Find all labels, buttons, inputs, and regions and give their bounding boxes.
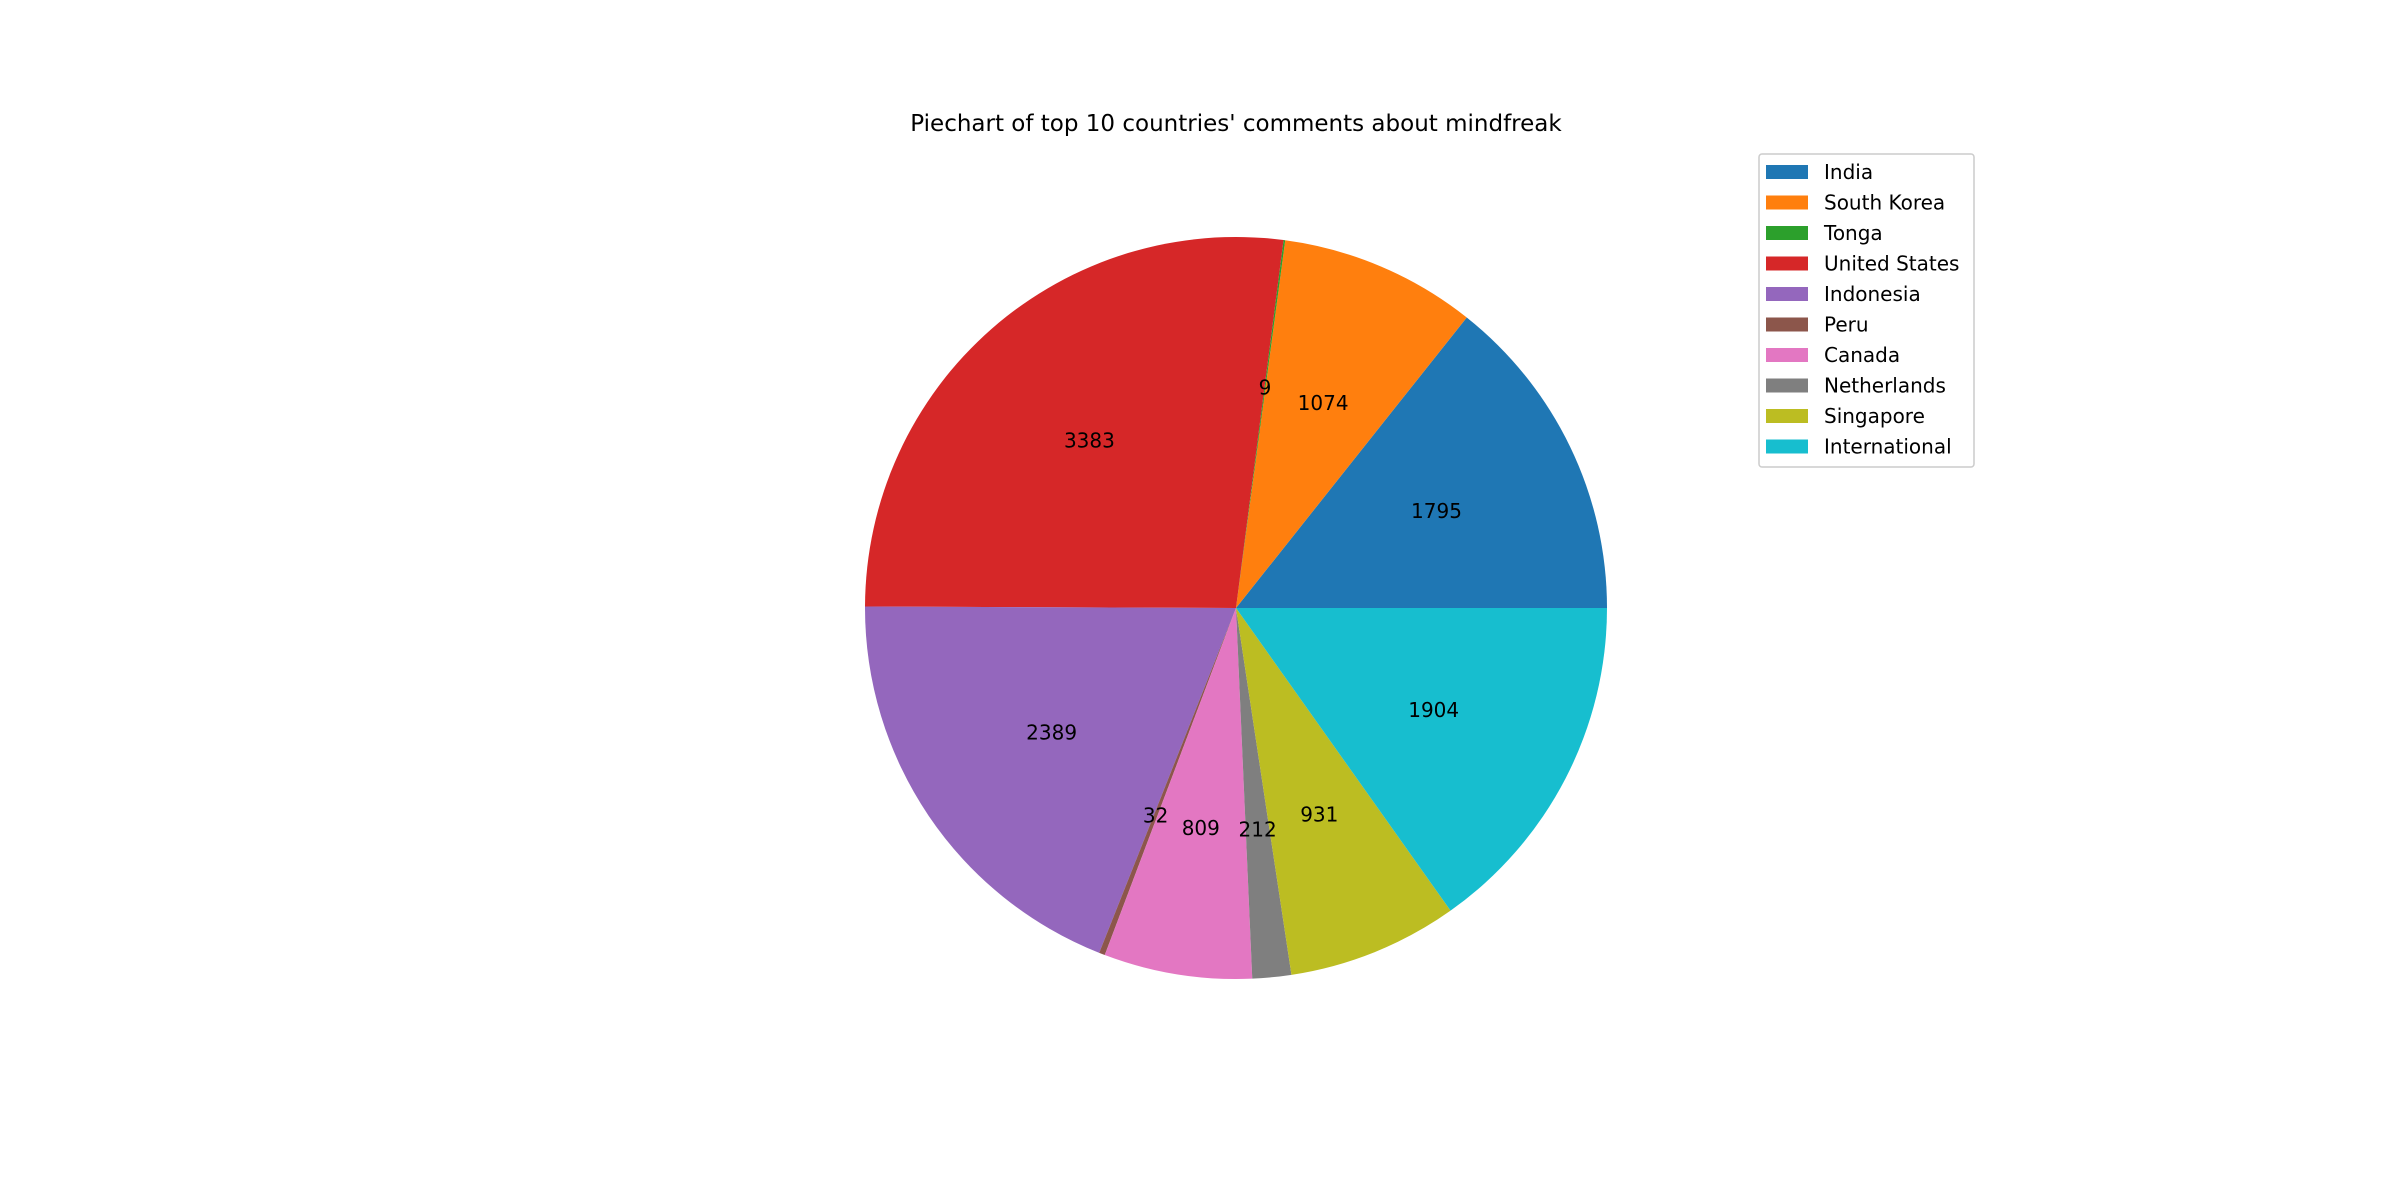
legend-label-india: India <box>1824 160 1873 184</box>
slice-label-indonesia: 2389 <box>1026 721 1077 745</box>
pie-slice-peru <box>1099 608 1236 956</box>
legend-swatch-south-korea <box>1766 195 1808 210</box>
legend-label-indonesia: Indonesia <box>1824 282 1921 306</box>
legend-swatch-netherlands <box>1766 378 1808 393</box>
slice-label-singapore: 931 <box>1300 802 1338 826</box>
legend-label-canada: Canada <box>1824 343 1900 367</box>
legend-swatch-canada <box>1766 348 1808 362</box>
legend-swatch-peru <box>1766 317 1808 332</box>
slice-label-india: 1795 <box>1411 499 1462 523</box>
pie-slice-international <box>1236 608 1607 911</box>
pie-slices <box>864 236 1607 979</box>
pie-slice-labels: 1795 1074 9 3383 2389 32 809 212 931 1904 <box>1026 375 1462 841</box>
pie-slice-tonga <box>1236 240 1286 608</box>
pie-slice-netherlands <box>1236 608 1292 979</box>
legend: India South Korea Tonga United States Indone… <box>1758 153 1975 468</box>
pie-slice-canada <box>1104 608 1253 979</box>
pie-slice-indonesia <box>864 606 1236 953</box>
slice-label-canada: 809 <box>1182 816 1220 840</box>
slice-label-netherlands: 212 <box>1239 818 1277 842</box>
legend-swatch-indonesia <box>1766 287 1808 301</box>
legend-label-peru: Peru <box>1824 313 1869 337</box>
legend-label-netherlands: Netherlands <box>1824 374 1946 398</box>
legend-box <box>1758 153 1975 468</box>
legend-swatch-india <box>1766 165 1808 179</box>
legend-items: India South Korea Tonga United States Indone… <box>1766 160 1959 459</box>
legend-swatch-tonga <box>1766 226 1808 240</box>
slice-label-united-states: 3383 <box>1064 429 1115 453</box>
pie-slice-singapore <box>1236 608 1451 975</box>
legend-swatch-international <box>1766 439 1808 454</box>
legend-label-singapore: Singapore <box>1824 404 1925 428</box>
slice-label-peru: 32 <box>1143 804 1168 828</box>
legend-label-tonga: Tonga <box>1823 221 1883 245</box>
legend-label-south-korea: South Korea <box>1824 191 1945 215</box>
pie-slice-india <box>1236 317 1607 608</box>
legend-label-united-states: United States <box>1824 252 1959 276</box>
pie-slice-united-states <box>865 236 1284 608</box>
chart-title: Piechart of top 10 countries' comments a… <box>910 111 1562 137</box>
pie-slice-south-korea <box>1236 240 1467 608</box>
legend-swatch-singapore <box>1766 409 1808 423</box>
slice-label-international: 1904 <box>1408 698 1459 722</box>
slice-label-tonga: 9 <box>1259 375 1272 399</box>
legend-swatch-united-states <box>1766 256 1808 271</box>
slice-label-south-korea: 1074 <box>1298 391 1349 415</box>
legend-label-international: International <box>1824 435 1952 459</box>
